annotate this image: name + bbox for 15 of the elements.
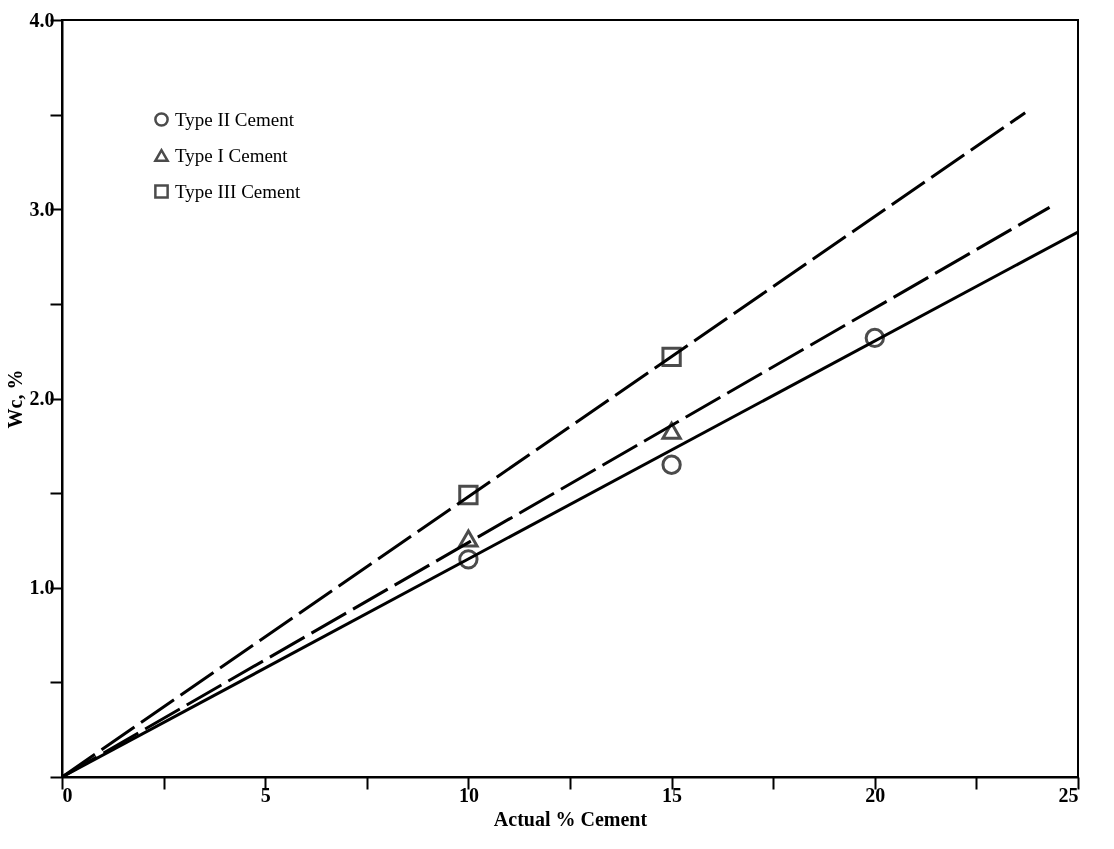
x-tick-label: 25 (1058, 783, 1079, 806)
x-tick-label: 0 (62, 783, 73, 806)
x-tick-label: 10 (458, 783, 479, 806)
x-axis-title: Actual % Cement (493, 807, 648, 830)
x-tick-label: 5 (260, 783, 271, 806)
legend-label: Type III Cement (175, 180, 302, 202)
y-tick-label: 2.0 (29, 387, 55, 409)
x-tick-label: 15 (662, 783, 683, 806)
y-axis-title: Wc, % (3, 369, 26, 429)
legend-label: Type I Cement (175, 144, 289, 166)
y-tick-label: 4.0 (29, 8, 55, 31)
x-tick-label: 20 (865, 783, 886, 806)
y-tick-label: 1.0 (29, 576, 55, 599)
y-tick-label: 3.0 (29, 197, 55, 220)
legend-label: Type II Cement (175, 108, 295, 130)
